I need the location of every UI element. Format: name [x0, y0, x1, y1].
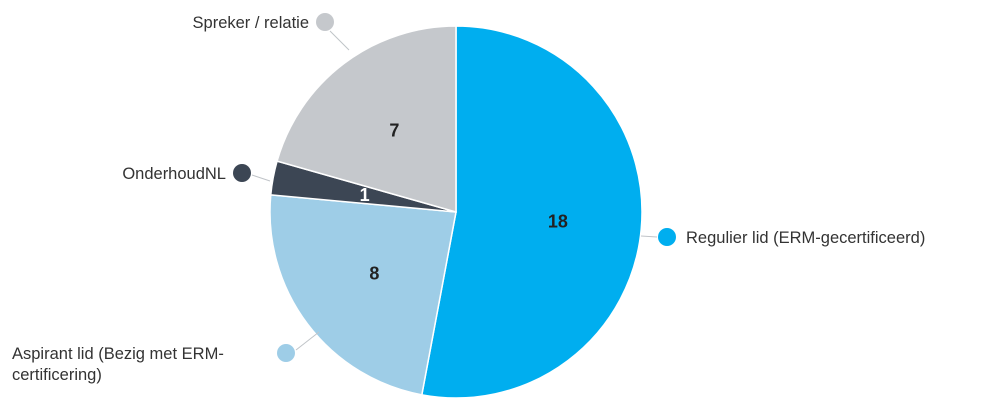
- legend-label-regulier-lid-erm-gecertificeerd: Regulier lid (ERM-gecertificeerd): [686, 229, 925, 247]
- legend-label-spreker-relatie: Spreker / relatie: [193, 14, 309, 32]
- legend-label-aspirant-lid-bezig-met-erm-certificering: Aspirant lid (Bezig met ERM-certificerin…: [12, 345, 224, 384]
- slice-value-regulier-lid-erm-gecertificeerd: 18: [548, 211, 568, 231]
- legend-dot-regulier-lid-erm-gecertificeerd: [658, 228, 676, 246]
- slice-value-aspirant-lid-bezig-met-erm-certificering: 8: [369, 264, 379, 284]
- pie-slice-spreker-relatie: [276, 25, 457, 213]
- legend-dot-spreker-relatie: [316, 13, 334, 31]
- leader-line-regulier-lid-erm-gecertificeerd: [640, 235, 658, 238]
- legend-label-onderhoudnl: OnderhoudNL: [122, 165, 226, 183]
- legend-dot-onderhoudnl: [233, 164, 251, 182]
- leader-line-spreker-relatie: [329, 30, 350, 51]
- legend-dot-aspirant-lid-bezig-met-erm-certificering: [277, 344, 295, 362]
- pie-slice-regulier-lid-erm-gecertificeerd: [420, 25, 643, 399]
- slice-value-spreker-relatie: 7: [389, 120, 399, 140]
- leader-line-aspirant-lid-bezig-met-erm-certificering: [295, 331, 320, 351]
- pie-slice-aspirant-lid-bezig-met-erm-certificering: [269, 194, 457, 396]
- leader-line-onderhoudnl: [251, 174, 271, 182]
- slice-value-onderhoudnl: 1: [360, 185, 370, 205]
